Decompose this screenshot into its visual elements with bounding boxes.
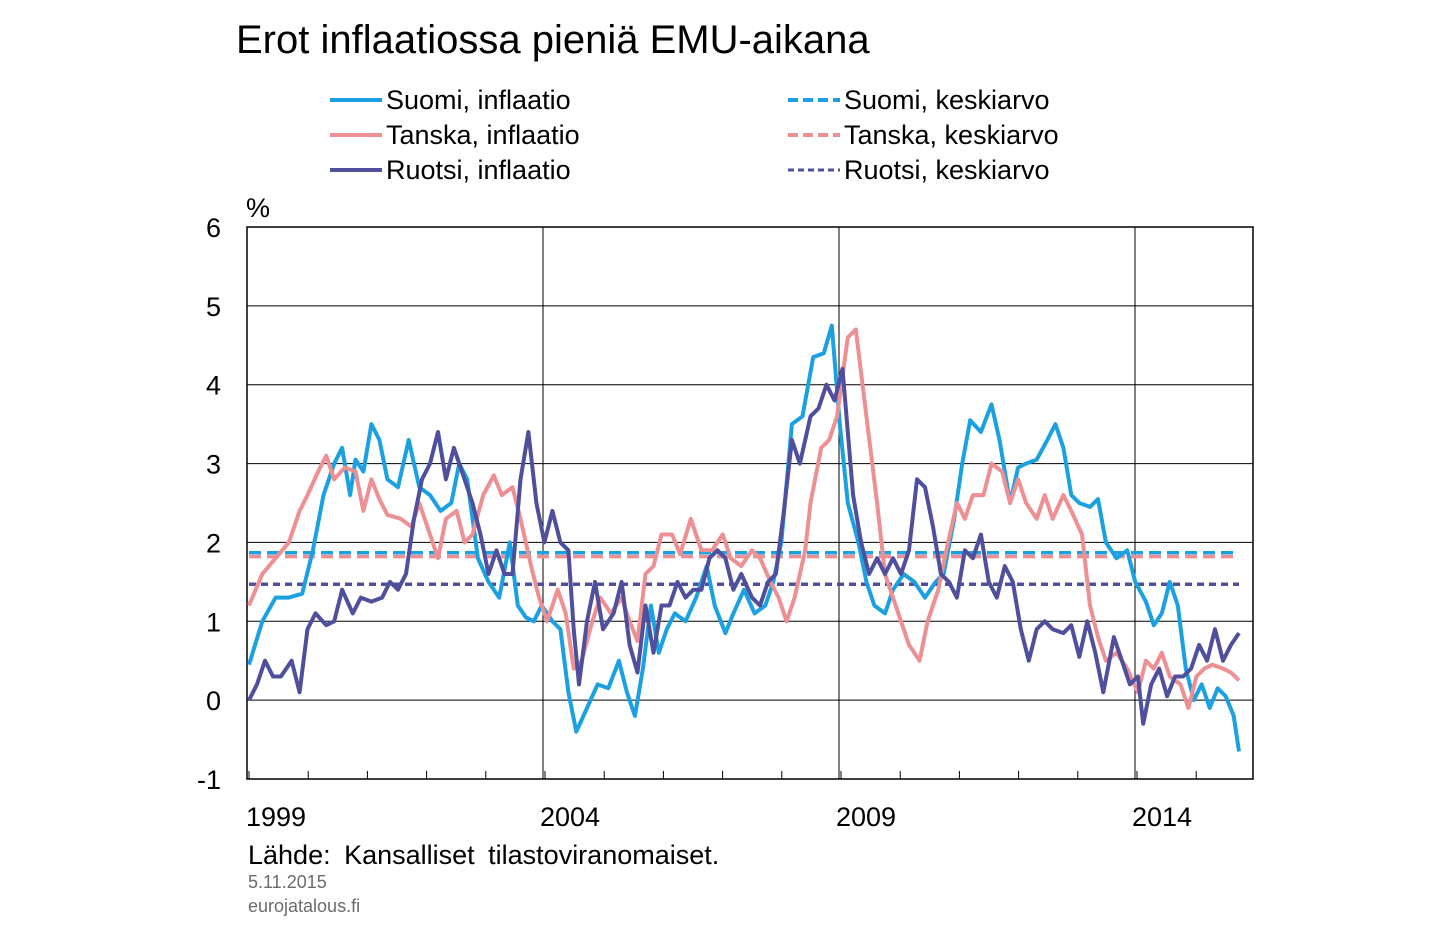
x-tick-label: 1999	[246, 802, 306, 832]
series-line-1	[247, 327, 1241, 710]
y-tick-label: 0	[206, 686, 221, 716]
x-tick-label: 2004	[540, 802, 600, 832]
legend-swatch-suomi-keskiarvo	[788, 98, 840, 102]
legend-label: Ruotsi, keskiarvo	[844, 155, 1050, 185]
y-tick-label: 6	[206, 213, 221, 243]
x-tick-label: 2009	[836, 802, 896, 832]
legend-swatch-suomi-inflaatio	[330, 98, 382, 102]
y-tick-label: 2	[206, 528, 221, 558]
legend-swatch-tanska-keskiarvo	[788, 133, 840, 137]
y-tick-label: 1	[206, 607, 221, 637]
y-tick-label: 3	[206, 450, 221, 480]
legend-label: Suomi, inflaatio	[386, 85, 571, 115]
site-name: eurojatalous.fi	[248, 896, 361, 916]
legend-label: Ruotsi, inflaatio	[386, 155, 571, 185]
legend-swatch-ruotsi-keskiarvo	[788, 168, 840, 172]
series-line-2	[247, 366, 1241, 726]
y-axis-unit: %	[246, 193, 271, 223]
publish-date: 5.11.2015	[248, 872, 327, 892]
y-tick-label: 5	[206, 292, 221, 322]
y-tick-label: -1	[197, 765, 221, 795]
chart-title: Erot inflaatiossa pieniä EMU-aikana	[236, 18, 870, 62]
source-note: Lähde: Kansalliset tilastoviranomaiset.	[248, 840, 720, 870]
legend-label: Suomi, keskiarvo	[844, 85, 1050, 115]
x-tick-label: 2014	[1132, 802, 1192, 832]
legend-label: Tanska, keskiarvo	[844, 120, 1059, 150]
series-line-0	[247, 323, 1241, 752]
legend-swatch-ruotsi-inflaatio	[330, 168, 382, 172]
y-tick-label: 4	[206, 371, 221, 401]
legend-swatch-tanska-inflaatio	[330, 133, 382, 137]
legend-label: Tanska, inflaatio	[386, 120, 580, 150]
plot-frame	[246, 226, 1254, 780]
